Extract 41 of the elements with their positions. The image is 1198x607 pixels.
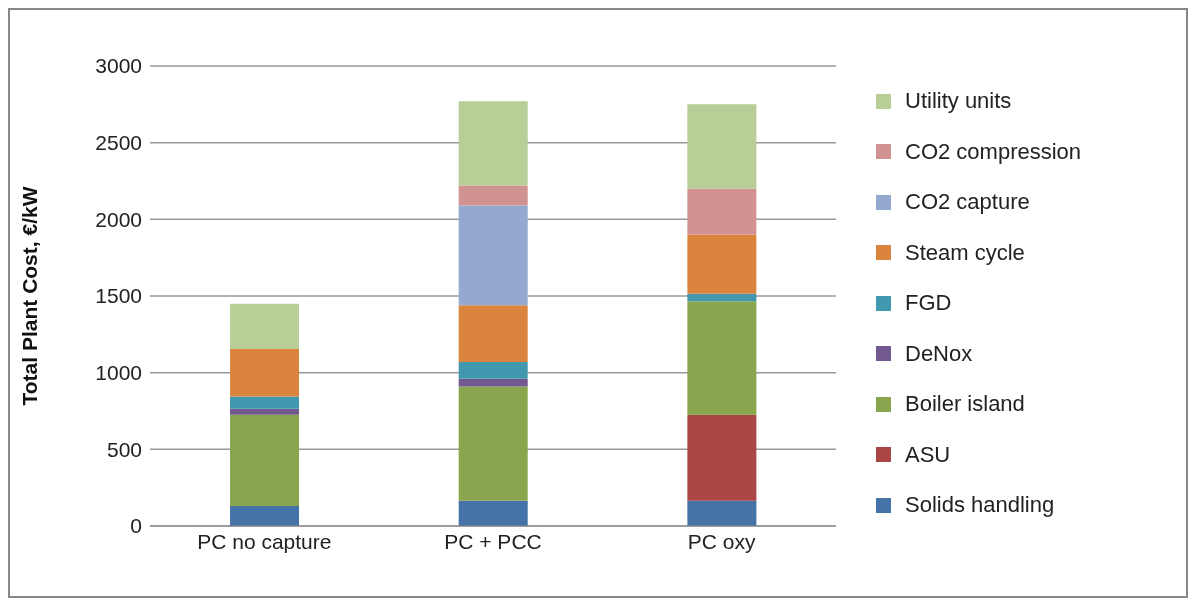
bar (687, 188, 757, 235)
y-tick-label: 1500 (95, 284, 142, 308)
legend-label: Utility units (905, 88, 1012, 114)
y-tick-label: 500 (106, 437, 142, 461)
bar (687, 301, 757, 415)
bar (230, 408, 300, 415)
bar (458, 205, 528, 306)
legend-label: Steam cycle (905, 239, 1025, 266)
y-axis-title: Total Plant Cost, €/kW (18, 186, 42, 406)
bar (458, 185, 528, 206)
bar (458, 305, 528, 362)
bar (687, 234, 757, 294)
bar (458, 101, 528, 186)
bar (458, 378, 528, 387)
bar (458, 386, 528, 501)
y-tick-label: 0 (130, 514, 142, 538)
legend-label: Solids handling (905, 492, 1055, 518)
bar (458, 500, 528, 526)
bar (230, 303, 300, 349)
x-tick-label: PC no capture (197, 529, 332, 553)
y-tick-label: 3000 (95, 54, 142, 78)
y-tick-label: 2500 (95, 131, 142, 155)
bar (687, 104, 757, 189)
bar (230, 348, 300, 397)
bar (687, 293, 757, 302)
x-tick-label: PC + PCC (444, 529, 542, 553)
bar (230, 396, 300, 409)
legend-label: FGD (905, 290, 952, 316)
bar (230, 506, 300, 526)
bar (687, 414, 757, 501)
bar (458, 361, 528, 379)
legend-label: ASU (905, 441, 951, 468)
bar (230, 414, 300, 507)
legend-label: CO2 capture (905, 189, 1030, 215)
y-tick-label: 1000 (95, 361, 142, 385)
bar (687, 500, 757, 526)
legend-label: CO2 compression (905, 138, 1082, 165)
y-tick-label: 2000 (95, 207, 142, 231)
legend-label: Boiler island (905, 391, 1025, 417)
legend-label: DeNox (905, 340, 973, 367)
x-tick-label: PC oxy (687, 529, 757, 553)
